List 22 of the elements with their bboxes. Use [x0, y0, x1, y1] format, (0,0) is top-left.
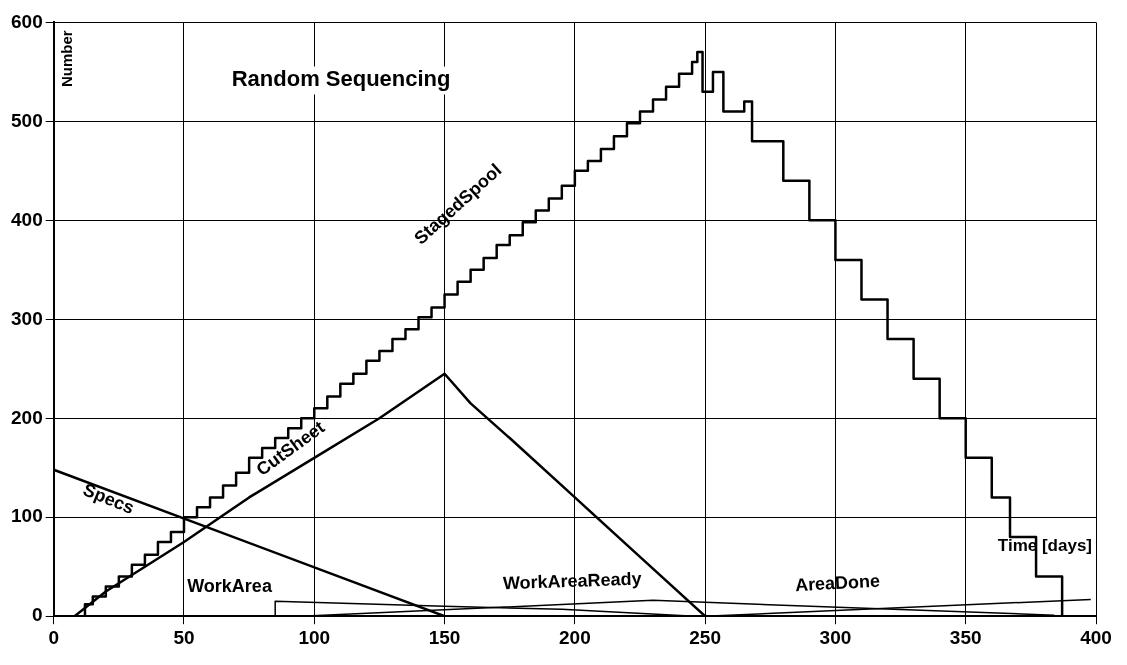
- x-tick-label: 100: [298, 626, 331, 648]
- y-tick-label: 600: [11, 10, 43, 32]
- text: Random Sequencing: [231, 66, 451, 92]
- x-tick-label: 250: [689, 626, 721, 648]
- y-tick-label: 500: [11, 109, 43, 131]
- y-tick-label: 0: [32, 604, 43, 626]
- x-tick-label: 150: [428, 626, 461, 648]
- x-axis-title: Time [days]: [997, 535, 1092, 555]
- series-label: AreaDone: [794, 570, 881, 596]
- x-tick-label: 0: [48, 626, 59, 648]
- x-tick-label: 50: [173, 626, 195, 648]
- x-tick-label: 400: [1080, 626, 1112, 648]
- text: Specs: [80, 479, 138, 518]
- x-tick-label: 300: [819, 626, 852, 648]
- y-axis-title: Number: [57, 30, 75, 88]
- y-tick-label: 400: [11, 208, 43, 230]
- y-tick-label: 200: [11, 406, 43, 428]
- series-label: WorkArea: [187, 576, 273, 597]
- x-tick-label: 200: [559, 626, 591, 648]
- y-tick-label: 100: [11, 505, 43, 527]
- x-tick-label: 350: [949, 626, 982, 648]
- y-tick-label: 300: [11, 307, 43, 329]
